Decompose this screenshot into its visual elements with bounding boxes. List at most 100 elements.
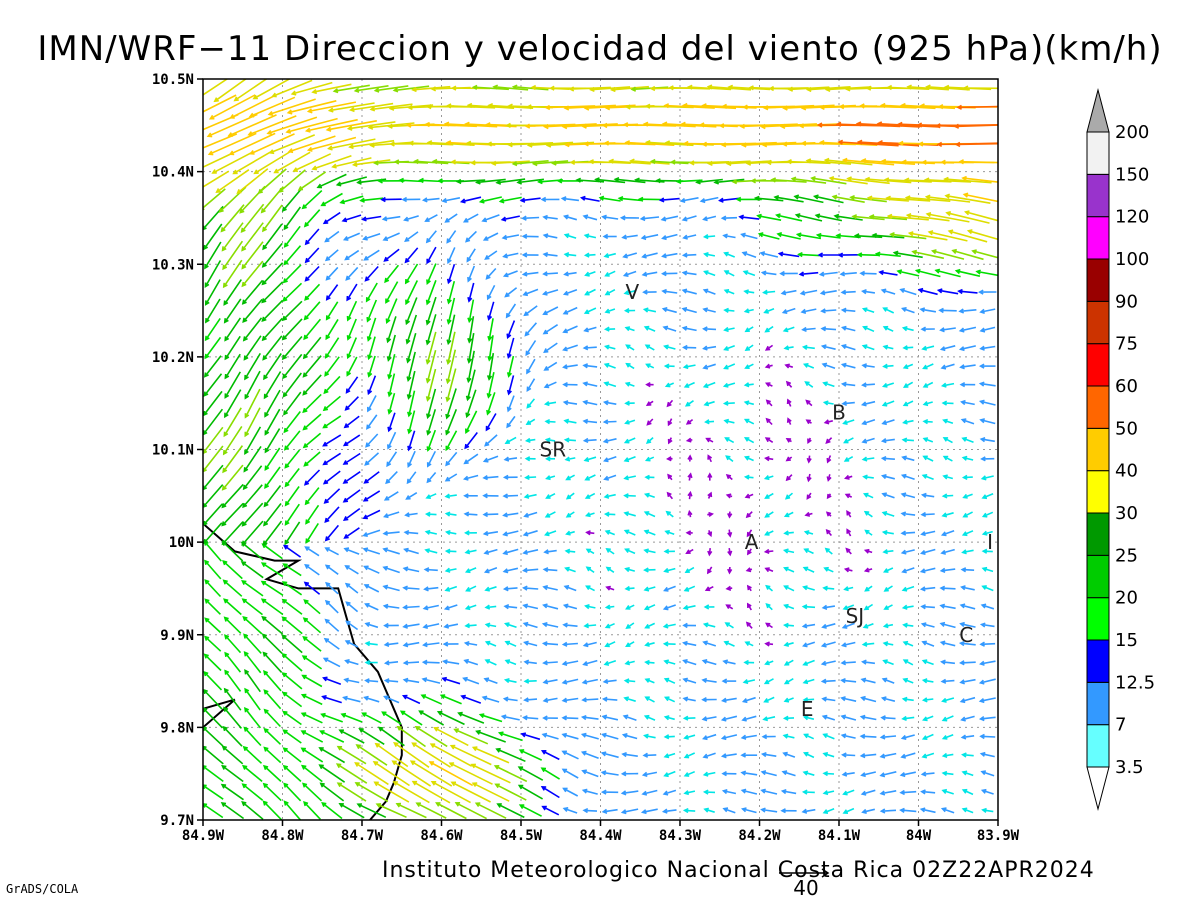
wind-vector-head	[420, 694, 427, 699]
wind-vector-shaft	[483, 475, 499, 479]
wind-vector	[375, 803, 407, 819]
wind-vector-head	[585, 566, 592, 572]
wind-vector	[753, 195, 784, 202]
wind-vector-head	[244, 449, 249, 456]
wind-vector-shaft	[407, 370, 416, 399]
wind-vector	[658, 197, 680, 203]
wind-vector	[522, 585, 539, 591]
wind-vector-shaft	[941, 641, 956, 647]
wind-vector-shaft	[325, 249, 339, 261]
wind-vector	[243, 633, 262, 654]
wind-vector-head	[840, 642, 847, 648]
wind-vector-head	[779, 123, 786, 130]
wind-vector	[561, 641, 578, 647]
wind-vector	[742, 679, 756, 685]
wind-vector-shaft	[861, 753, 877, 757]
wind-vector-head	[840, 344, 847, 350]
wind-vector-head	[764, 363, 771, 369]
wind-vector	[822, 733, 835, 740]
wind-vector-head	[302, 635, 308, 642]
wind-vector	[594, 177, 626, 184]
wind-vector-shaft	[416, 802, 447, 819]
wind-vector-head	[247, 131, 253, 136]
wind-vector-head	[344, 405, 350, 411]
wind-vector	[687, 509, 693, 518]
wind-vector	[500, 215, 520, 222]
y-tick-label: 10.5N	[152, 72, 194, 88]
wind-vector	[785, 456, 793, 462]
wind-vector	[425, 314, 437, 346]
wind-vector-head	[373, 781, 379, 787]
wind-vector-shaft	[203, 689, 223, 710]
wind-vector-head	[467, 297, 473, 303]
wind-vector	[502, 493, 519, 499]
wind-vector-shaft	[942, 382, 955, 387]
wind-vector-shaft	[283, 801, 301, 820]
wind-vector-head	[801, 808, 808, 814]
wind-vector-head	[283, 224, 289, 231]
wind-vector	[563, 418, 577, 424]
wind-vector-shaft	[584, 809, 598, 812]
wind-vector	[232, 150, 273, 175]
wind-vector-shaft	[422, 678, 441, 684]
wind-vector-head	[444, 511, 451, 517]
wind-vector-head	[375, 803, 382, 808]
wind-vector-head	[582, 399, 588, 406]
wind-vector	[959, 678, 976, 685]
wind-vector	[945, 211, 990, 224]
wind-vector-shaft	[664, 604, 676, 610]
wind-vector-shaft	[825, 159, 873, 166]
wind-vector-shaft	[724, 270, 735, 277]
wind-vector	[325, 318, 339, 341]
wind-vector-shaft	[384, 511, 400, 518]
wind-vector	[345, 266, 359, 281]
wind-vector-shaft	[223, 279, 242, 305]
wind-vector-shaft	[939, 309, 957, 312]
wind-vector-head	[804, 381, 810, 387]
wind-vector-head	[243, 355, 249, 361]
wind-vector-shaft	[308, 101, 357, 113]
wind-vector	[406, 351, 416, 383]
wind-vector-head	[342, 441, 349, 447]
wind-vector	[323, 488, 341, 504]
wind-vector	[203, 133, 238, 149]
wind-vector	[934, 268, 961, 278]
wind-vector-shaft	[224, 688, 242, 711]
wind-vector-head	[981, 512, 988, 518]
wind-vector	[263, 708, 281, 728]
wind-vector-head	[644, 139, 651, 146]
wind-vector	[679, 197, 699, 203]
wind-vector	[382, 565, 400, 574]
wind-vector	[222, 259, 243, 289]
wind-vector-head	[740, 807, 747, 813]
wind-vector	[940, 678, 955, 684]
wind-vector-head	[841, 400, 848, 407]
wind-vector	[760, 788, 778, 795]
wind-vector-shaft	[303, 432, 322, 448]
wind-vector	[623, 437, 636, 444]
wind-vector	[485, 413, 497, 432]
wind-vector-head	[940, 659, 946, 665]
wind-vector	[302, 617, 322, 634]
wind-vector	[583, 233, 597, 239]
wind-vector	[264, 466, 281, 489]
wind-vector-shaft	[882, 697, 896, 702]
wind-vector	[833, 213, 863, 221]
wind-vector-shaft	[866, 178, 912, 184]
wind-vector-head	[466, 358, 473, 364]
wind-vector-head	[358, 727, 364, 733]
wind-vector-head	[882, 307, 888, 312]
wind-vector-head	[897, 121, 903, 127]
wind-vector-head	[624, 400, 630, 406]
wind-vector-head	[623, 475, 629, 481]
wind-vector	[383, 641, 399, 648]
wind-vector	[342, 471, 361, 484]
wind-vector-head	[221, 764, 227, 770]
wind-vector	[756, 213, 782, 221]
wind-vector-head	[244, 413, 250, 419]
wind-vector	[623, 696, 636, 702]
wind-vector-shaft	[242, 598, 263, 616]
wind-vector	[241, 801, 264, 820]
wind-vector-head	[502, 696, 509, 702]
wind-vector-head	[743, 474, 750, 480]
